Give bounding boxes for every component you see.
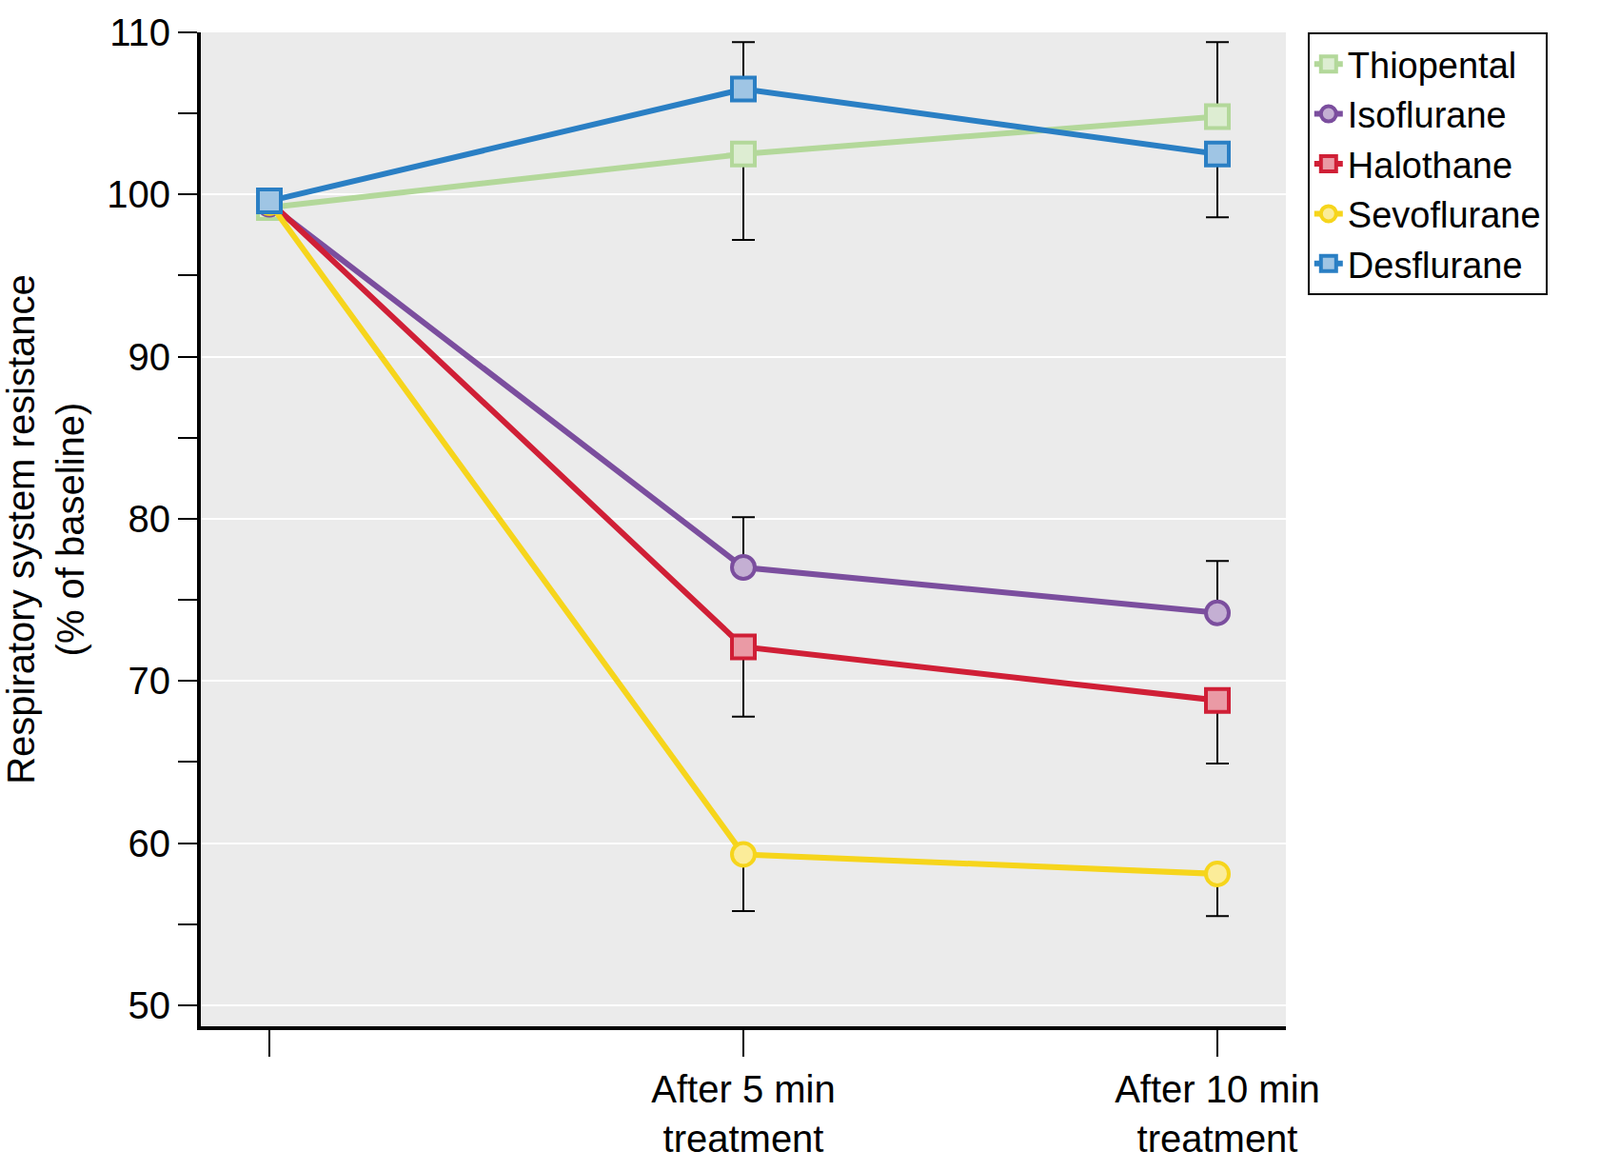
svg-text:60: 60 [128,822,172,865]
svg-text:Isoflurane: Isoflurane [1347,95,1507,136]
svg-text:After 5 mintreatment: After 5 mintreatment [651,1067,835,1160]
svg-text:100: 100 [106,173,171,216]
svg-text:Halothane: Halothane [1347,145,1513,186]
svg-text:Respiratory system resistance(: Respiratory system resistance(% of basel… [0,274,92,785]
svg-text:50: 50 [128,984,172,1027]
svg-text:After 10 mintreatment: After 10 mintreatment [1114,1067,1321,1160]
svg-text:Thiopental: Thiopental [1347,45,1517,86]
svg-text:Desflurane: Desflurane [1347,245,1523,286]
svg-text:110: 110 [109,11,171,54]
svg-text:80: 80 [128,497,172,540]
svg-text:Sevoflurane: Sevoflurane [1347,195,1541,236]
svg-text:90: 90 [128,335,172,378]
svg-text:70: 70 [128,659,172,702]
